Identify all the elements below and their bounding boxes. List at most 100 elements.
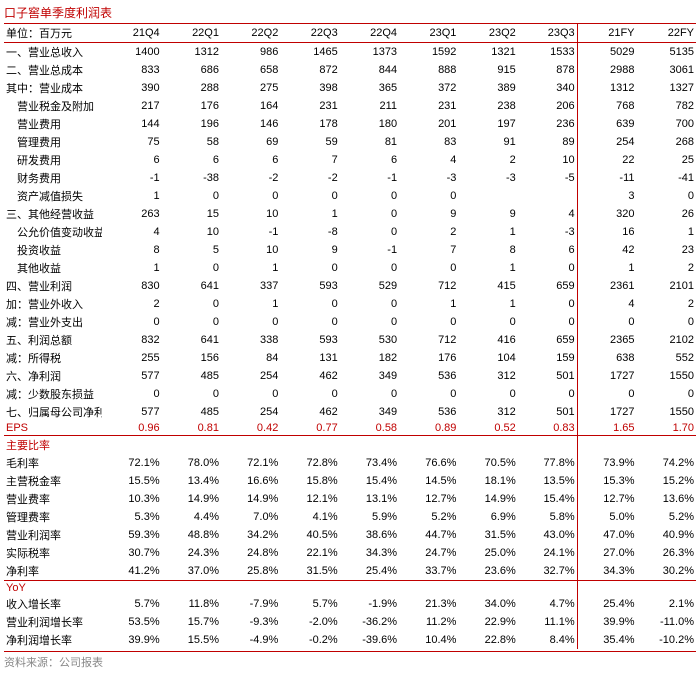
cell: 75	[102, 133, 161, 151]
row-label: 净利润增长率	[4, 631, 102, 649]
row-label: 营业税金及附加	[4, 97, 102, 115]
cell: 254	[577, 133, 636, 151]
cell: 180	[340, 115, 399, 133]
cell: 501	[518, 367, 577, 385]
row-label: 收入增长率	[4, 595, 102, 613]
table-row: 投资收益85109-17864223	[4, 241, 696, 259]
cell: 25	[637, 151, 697, 169]
cell: 84	[221, 349, 280, 367]
cell: 2	[399, 223, 458, 241]
cell: 577	[102, 403, 161, 421]
cell: 0	[399, 187, 458, 205]
row-label: 营业费率	[4, 490, 102, 508]
profit-table: 单位：百万元 21Q4 22Q1 22Q2 22Q3 22Q4 23Q1 23Q…	[4, 23, 696, 649]
row-label: 研发费用	[4, 151, 102, 169]
cell: 164	[221, 97, 280, 115]
cell: 2988	[577, 61, 636, 79]
cell: 1312	[577, 79, 636, 97]
cell: 38.6%	[340, 526, 399, 544]
cell: 263	[102, 205, 161, 223]
table-row: 实际税率30.7%24.3%24.8%22.1%34.3%24.7%25.0%2…	[4, 544, 696, 562]
cell: 10.3%	[102, 490, 161, 508]
cell: 176	[399, 349, 458, 367]
cell: 201	[399, 115, 458, 133]
cell: 5.7%	[280, 595, 339, 613]
cell: 2365	[577, 331, 636, 349]
cell: 5.0%	[577, 508, 636, 526]
row-label: 一、营业总收入	[4, 43, 102, 62]
cell: 830	[102, 277, 161, 295]
cell: 1373	[340, 43, 399, 62]
table-row: 四、营业利润83064133759352971241565923612101	[4, 277, 696, 295]
cell	[518, 436, 577, 455]
cell: 0	[162, 295, 221, 313]
cell: 12.7%	[577, 490, 636, 508]
cell: 78.0%	[162, 454, 221, 472]
cell: 390	[102, 79, 161, 97]
cell: 6	[518, 241, 577, 259]
cell: 39.9%	[102, 631, 161, 649]
period-col: 22Q1	[162, 24, 221, 43]
period-col: 22FY	[637, 24, 697, 43]
cell: 0	[577, 313, 636, 331]
cell: 0	[577, 385, 636, 403]
table-row: 减：少数股东损益0000000000	[4, 385, 696, 403]
cell: -1	[340, 241, 399, 259]
cell: 415	[458, 277, 517, 295]
cell: 5.2%	[637, 508, 697, 526]
cell: 156	[162, 349, 221, 367]
table-row: 三、其他经营收益26315101099432026	[4, 205, 696, 223]
cell: 4	[102, 223, 161, 241]
cell: 312	[458, 403, 517, 421]
table-row: 主营税金率15.5%13.4%16.6%15.8%15.4%14.5%18.1%…	[4, 472, 696, 490]
cell	[399, 581, 458, 596]
table-row: 营业费率10.3%14.9%14.9%12.1%13.1%12.7%14.9%1…	[4, 490, 696, 508]
cell: 529	[340, 277, 399, 295]
cell	[399, 436, 458, 455]
cell: 6	[102, 151, 161, 169]
cell: 11.2%	[399, 613, 458, 631]
cell: 0	[518, 313, 577, 331]
cell: 74.2%	[637, 454, 697, 472]
period-col: 22Q4	[340, 24, 399, 43]
table-row: 一、营业总收入140013129861465137315921321153350…	[4, 43, 696, 62]
period-col: 23Q1	[399, 24, 458, 43]
cell: 1	[458, 295, 517, 313]
cell: 5.7%	[102, 595, 161, 613]
cell: 73.9%	[577, 454, 636, 472]
row-label: 实际税率	[4, 544, 102, 562]
cell: -36.2%	[340, 613, 399, 631]
cell: 2	[637, 259, 697, 277]
cell: 14.9%	[458, 490, 517, 508]
cell: 0.89	[399, 421, 458, 436]
cell: 0	[221, 385, 280, 403]
cell: 485	[162, 367, 221, 385]
cell	[221, 581, 280, 596]
cell: 1.65	[577, 421, 636, 436]
cell: 2	[458, 151, 517, 169]
cell: 14.9%	[221, 490, 280, 508]
cell: -3	[518, 223, 577, 241]
cell	[577, 581, 636, 596]
cell: 42	[577, 241, 636, 259]
cell: 22.8%	[458, 631, 517, 649]
cell: -0.2%	[280, 631, 339, 649]
cell: 0	[518, 259, 577, 277]
cell: 53.5%	[102, 613, 161, 631]
row-label: 营业费用	[4, 115, 102, 133]
table-row: 管理费率5.3%4.4%7.0%4.1%5.9%5.2%6.9%5.8%5.0%…	[4, 508, 696, 526]
cell: 1	[458, 223, 517, 241]
cell: 32.7%	[518, 562, 577, 581]
cell: 23	[637, 241, 697, 259]
table-row: 主要比率	[4, 436, 696, 455]
period-col: 22Q3	[280, 24, 339, 43]
cell: 8.4%	[518, 631, 577, 649]
cell: 25.4%	[340, 562, 399, 581]
cell: 72.1%	[102, 454, 161, 472]
cell: 1533	[518, 43, 577, 62]
cell: 10	[518, 151, 577, 169]
cell: 13.5%	[518, 472, 577, 490]
cell: 1312	[162, 43, 221, 62]
cell: 8	[458, 241, 517, 259]
cell: 349	[340, 403, 399, 421]
